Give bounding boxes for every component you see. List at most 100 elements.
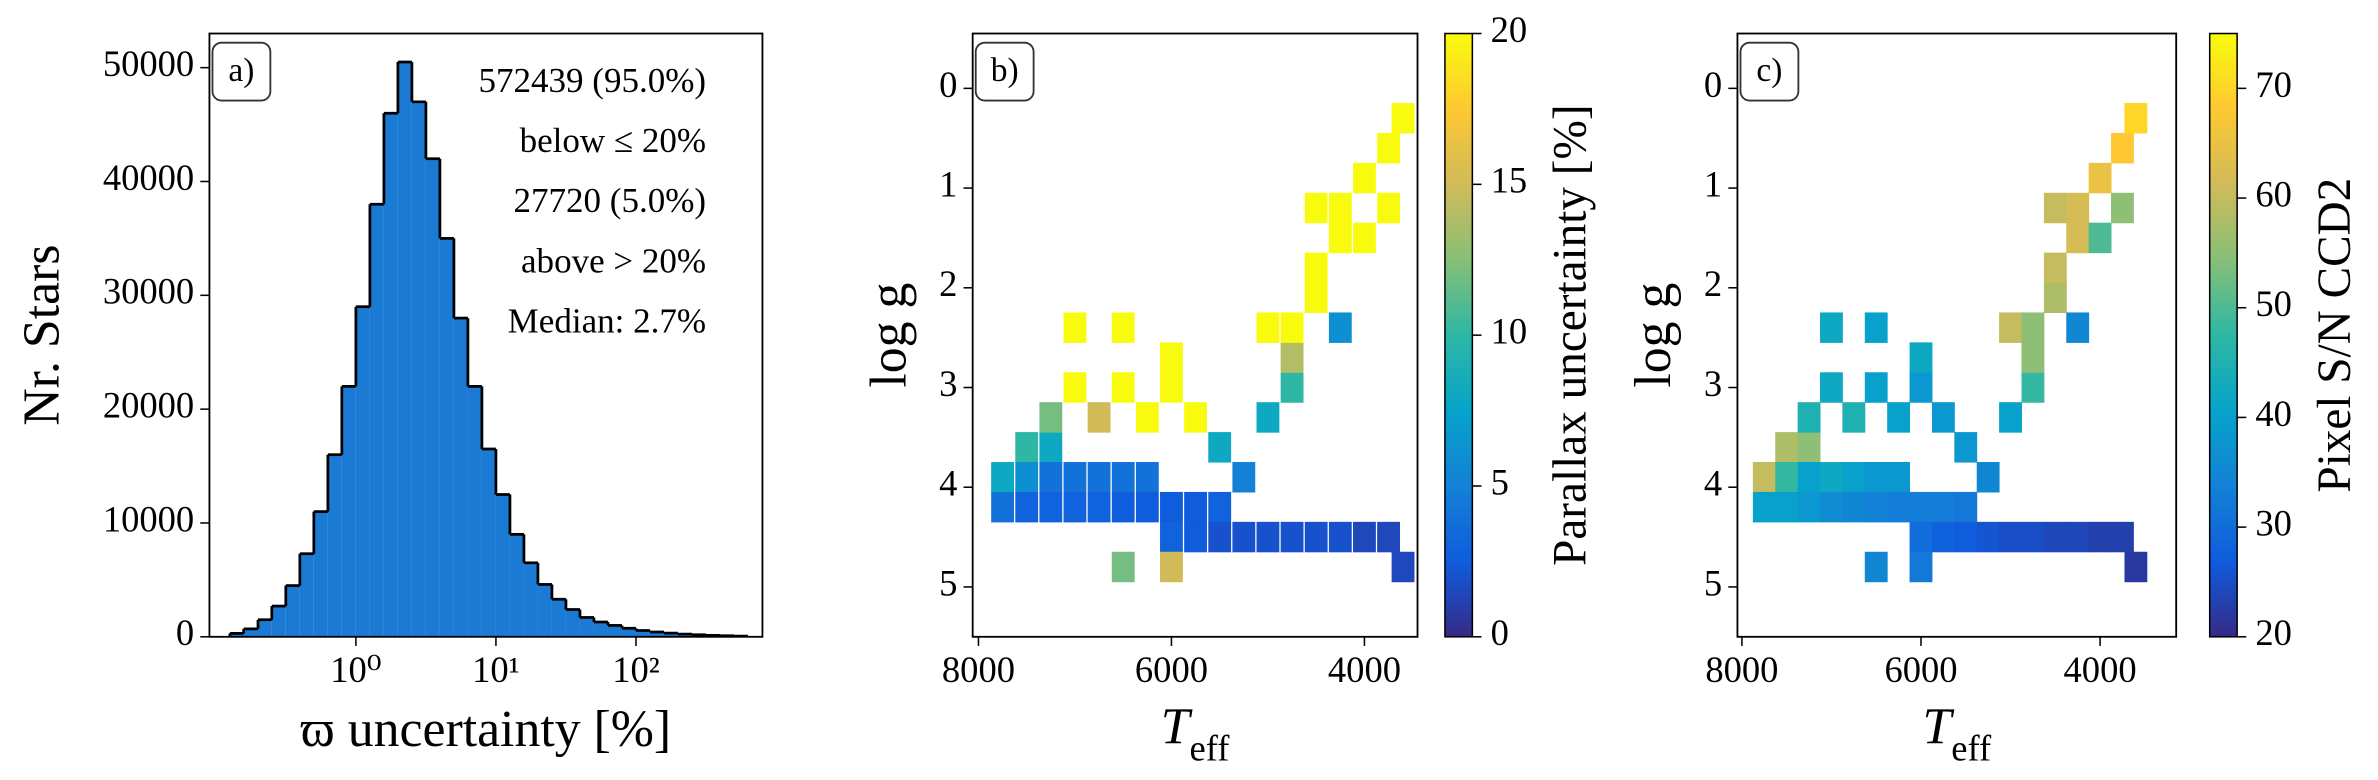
- colorbar: [1444, 32, 1474, 638]
- heatmap-cell: [1039, 432, 1063, 463]
- x-tick-label: 10¹: [472, 649, 520, 690]
- heatmap-cell: [2066, 312, 2090, 343]
- heatmap-cell: [1864, 491, 1888, 523]
- x-tick-label: 8000: [942, 649, 1015, 690]
- x-axis-label: Teff: [1161, 698, 1231, 768]
- y-tick-label: 30000: [103, 271, 194, 312]
- panel-label: c): [1756, 52, 1782, 89]
- heatmap-cell: [1304, 252, 1328, 284]
- heatmap-cell: [1353, 521, 1376, 553]
- bar: [257, 619, 272, 637]
- heatmap-cell: [1184, 491, 1208, 523]
- heatmap-cell: [1864, 462, 1888, 493]
- annotation: above > 20%: [521, 241, 706, 280]
- bar: [397, 61, 412, 637]
- colorbar-tick-label: 0: [1491, 612, 1509, 653]
- x-tick-label: 4000: [2064, 649, 2137, 690]
- x-axis-label: Teff: [1922, 698, 1992, 768]
- bar: [607, 625, 622, 637]
- heatmap-cell: [2043, 282, 2067, 313]
- bar: [313, 511, 328, 637]
- heatmap-cell: [1280, 372, 1304, 403]
- heatmap-cell: [1909, 372, 1933, 403]
- heatmap-cell: [1015, 491, 1039, 523]
- axes-frame: [1736, 32, 2178, 638]
- heatmap-cell: [1087, 462, 1111, 493]
- plot-area: [1752, 103, 2148, 583]
- axes-frame: [971, 32, 1419, 638]
- heatmap-cell: [1111, 462, 1135, 493]
- heatmap-cell: [1111, 551, 1135, 583]
- bar: [411, 101, 426, 637]
- heatmap-cell: [1353, 222, 1376, 254]
- bar: [593, 621, 608, 637]
- y-tick-label: 0: [176, 612, 194, 653]
- bar: [565, 609, 580, 637]
- heatmap-cell: [1775, 491, 1799, 523]
- bar: [453, 318, 468, 637]
- heatmap-cell: [1304, 192, 1328, 224]
- heatmap-cell: [1063, 491, 1087, 523]
- bar: [299, 553, 314, 637]
- y-axis-label: Nr. Stars: [13, 245, 70, 426]
- heatmap-cell: [1087, 402, 1111, 433]
- panel-label: a): [228, 52, 254, 89]
- heatmap-cell: [2088, 162, 2112, 194]
- heatmap-cell: [1842, 462, 1866, 493]
- colorbar: [2208, 32, 2238, 638]
- heatmap-cell: [2111, 132, 2134, 164]
- heatmap-cell: [2066, 521, 2090, 553]
- heatmap-cell: [1887, 491, 1911, 523]
- heatmap-cell: [1864, 551, 1888, 583]
- heatmap-cell: [1328, 312, 1352, 343]
- heatmap-cell: [1039, 402, 1063, 433]
- heatmap-cell: [1909, 342, 1933, 373]
- heatmap-cell: [1328, 521, 1352, 553]
- bar: [355, 306, 370, 637]
- heatmap-cell: [2043, 192, 2067, 224]
- bar: [663, 633, 678, 637]
- heatmap-cell: [1909, 551, 1933, 583]
- bar: [649, 632, 664, 637]
- heatmap-cell: [2021, 372, 2045, 403]
- heatmap-cell: [1752, 491, 1776, 523]
- heatmap-cell: [1954, 491, 1978, 523]
- x-tick-label: 6000: [1135, 649, 1208, 690]
- y-tick-label: 2: [1704, 263, 1722, 304]
- heatmap-cell: [1063, 372, 1087, 403]
- heatmap-cell: [1797, 491, 1821, 523]
- heatmap-cell: [1820, 372, 1843, 403]
- y-tick-label: 3: [1704, 363, 1722, 404]
- panel-label-box: [211, 41, 272, 102]
- heatmap-cell: [1087, 491, 1111, 523]
- heatmap-cell: [1208, 432, 1232, 463]
- bar: [341, 386, 356, 637]
- bar: [537, 584, 552, 637]
- y-tick-label: 20000: [103, 385, 194, 426]
- heatmap-cell: [1377, 132, 1400, 164]
- heatmap-cell: [1864, 312, 1888, 343]
- colorbar-tick-label: 5: [1491, 461, 1509, 502]
- heatmap-cell: [1820, 491, 1843, 523]
- axes-frame: [208, 32, 764, 638]
- colorbar-label: Pixel S/N CCD2: [2309, 178, 2361, 493]
- colorbar-tick-label: 40: [2255, 393, 2292, 434]
- x-tick-label: 10⁰: [330, 649, 381, 690]
- heatmap-cell: [1160, 372, 1183, 403]
- heatmap-cell: [2043, 252, 2067, 284]
- heatmap-cell: [1160, 521, 1183, 553]
- panel-label-box: [974, 41, 1035, 102]
- x-tick-label: 4000: [1328, 649, 1401, 690]
- heatmap-cell: [1752, 462, 1776, 493]
- annotation: 572439 (95.0%): [478, 61, 706, 100]
- heatmap-cell: [1280, 312, 1304, 343]
- annotation: below ≤ 20%: [520, 121, 706, 160]
- heatmap-cell: [1931, 521, 1955, 553]
- heatmap-cell: [1999, 521, 2022, 553]
- y-tick-label: 4: [1704, 463, 1722, 504]
- heatmap-cell: [1999, 312, 2022, 343]
- heatmap-cell: [1797, 462, 1821, 493]
- heatmap-cell: [1864, 372, 1888, 403]
- heatmap-cell: [1820, 312, 1843, 343]
- heatmap-cell: [1909, 491, 1933, 523]
